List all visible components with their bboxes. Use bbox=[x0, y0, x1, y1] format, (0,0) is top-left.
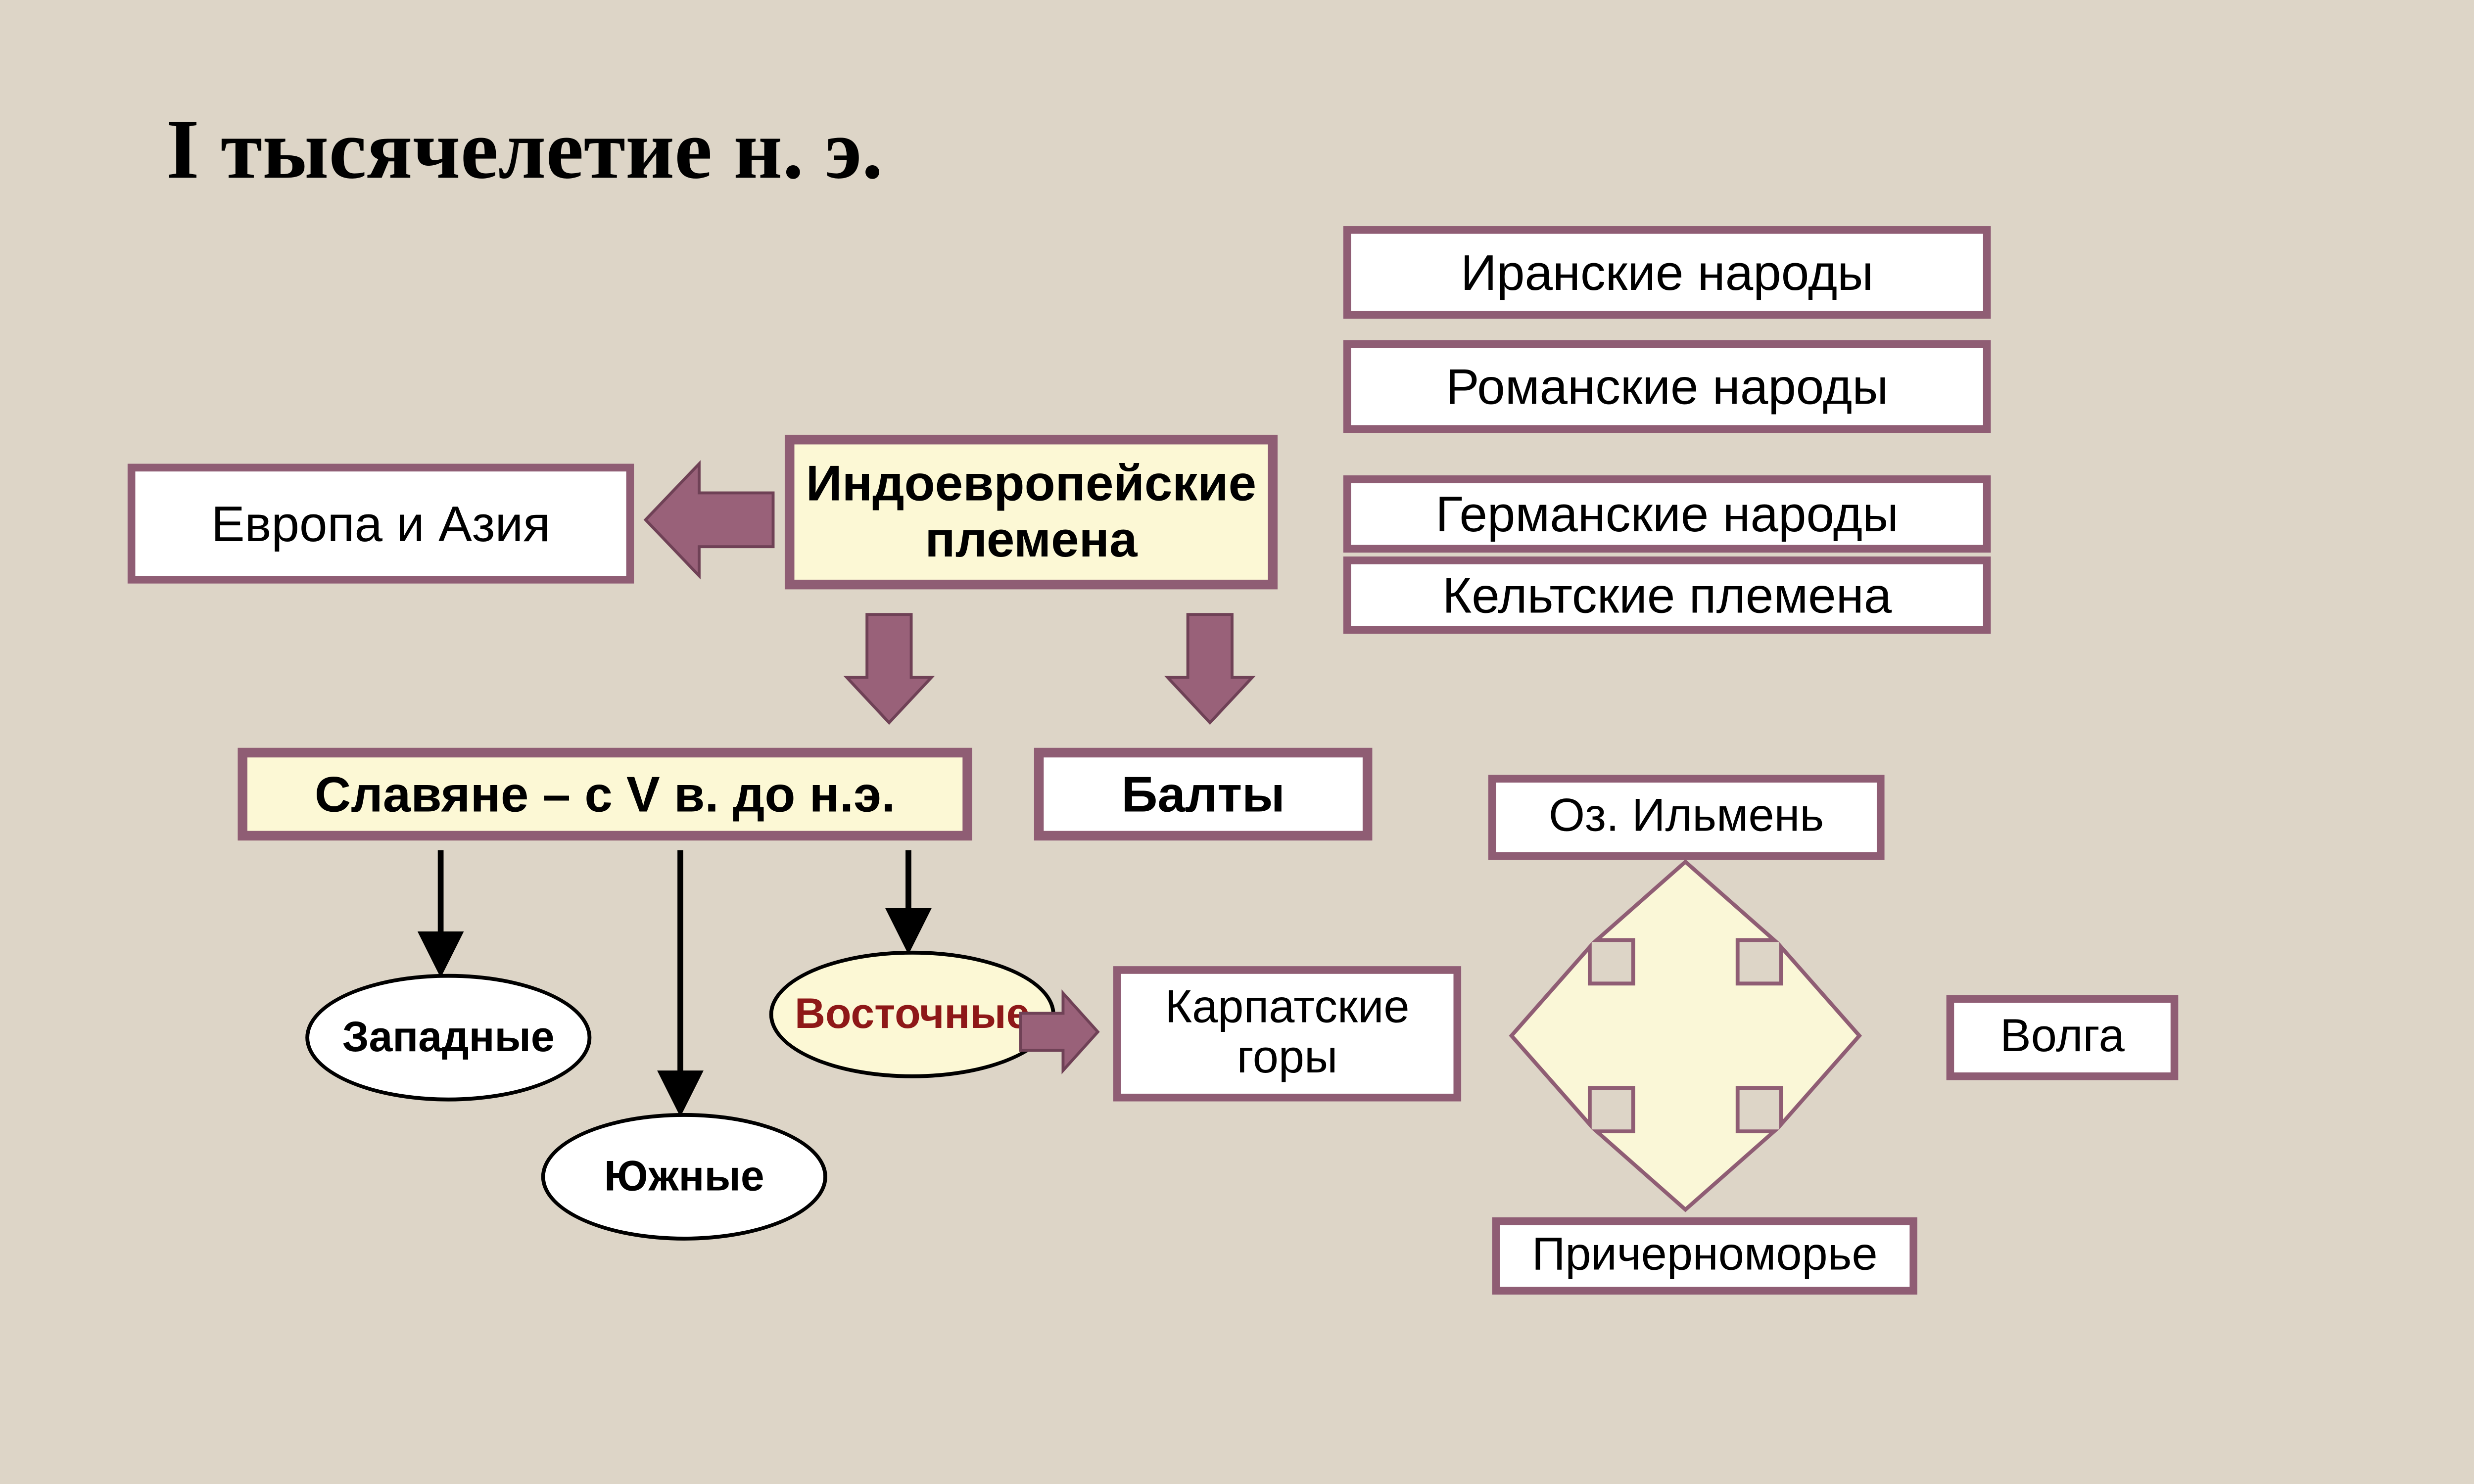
label: Западные bbox=[342, 1014, 555, 1061]
label: Причерноморье bbox=[1532, 1230, 1878, 1281]
node-volga: Волга bbox=[1947, 995, 2179, 1080]
label: Романские народы bbox=[1446, 359, 1888, 414]
node-carpathian-mountains: Карпатские горы bbox=[1113, 966, 1461, 1101]
node-slavs: Славяне – с V в. до н.э. bbox=[238, 748, 972, 841]
label: Германские народы bbox=[1435, 486, 1899, 542]
node-romance-peoples: Романские народы bbox=[1343, 340, 1991, 433]
slide-title: I тысячелетие н. э. bbox=[166, 100, 883, 199]
node-black-sea-region: Причерноморье bbox=[1492, 1217, 1917, 1295]
label: Оз. Ильмень bbox=[1549, 792, 1824, 843]
label: Славяне – с V в. до н.э. bbox=[315, 767, 896, 822]
label: Кельтские племена bbox=[1442, 567, 1892, 623]
label: Карпатские горы bbox=[1129, 983, 1446, 1085]
label: Европа и Азия bbox=[211, 496, 550, 552]
node-balts: Балты bbox=[1034, 748, 1373, 841]
label: Индоевропейские племена bbox=[802, 457, 1260, 567]
label: Балты bbox=[1121, 767, 1285, 822]
label: Волга bbox=[2000, 1012, 2125, 1063]
node-europe-asia: Европа и Азия bbox=[128, 464, 634, 584]
node-lake-ilmen: Оз. Ильмень bbox=[1488, 775, 1885, 860]
connector-layer bbox=[0, 0, 2474, 1391]
label: Иранские народы bbox=[1461, 245, 1873, 300]
node-southern-slavs: Южные bbox=[541, 1113, 827, 1241]
node-western-slavs: Западные bbox=[305, 974, 591, 1102]
node-germanic-peoples: Германские народы bbox=[1343, 475, 1991, 553]
node-eastern-slavs: Восточные bbox=[769, 951, 1055, 1078]
node-celtic-tribes: Кельтские племена bbox=[1343, 556, 1991, 634]
label: Восточные bbox=[795, 991, 1030, 1038]
node-iranian-peoples: Иранские народы bbox=[1343, 226, 1991, 319]
label: Южные bbox=[604, 1154, 764, 1200]
node-indoeuropean-tribes: Индоевропейские племена bbox=[785, 435, 1278, 590]
